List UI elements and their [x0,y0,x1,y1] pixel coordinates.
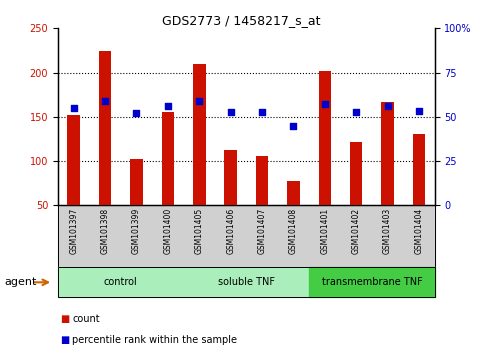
Bar [68,115,80,205]
Point [227,109,235,114]
Bar [287,181,299,205]
Bar [350,143,363,205]
Text: transmembrane TNF: transmembrane TNF [322,277,422,287]
Bar [224,150,237,205]
Bar [130,159,143,205]
Point [353,110,360,115]
Point [384,103,392,109]
Text: control: control [104,277,138,287]
Point [290,123,298,129]
Point [258,110,266,115]
Point [101,98,109,104]
Point [133,110,141,116]
Bar [319,71,331,205]
Text: ■: ■ [60,314,70,324]
Point [415,108,423,113]
Bar [99,51,112,205]
Point [321,102,328,107]
Bar [193,64,206,205]
Text: ■: ■ [60,335,70,345]
Text: GDS2773 / 1458217_s_at: GDS2773 / 1458217_s_at [162,14,321,27]
Bar [256,156,269,205]
Text: soluble TNF: soluble TNF [218,277,275,287]
Point [164,103,172,109]
Text: count: count [72,314,100,324]
Point [70,105,78,111]
Bar [413,133,426,205]
Bar [382,102,394,205]
Text: percentile rank within the sample: percentile rank within the sample [72,335,238,345]
Text: agent: agent [5,277,37,287]
Point [195,98,203,104]
Bar [161,112,174,205]
